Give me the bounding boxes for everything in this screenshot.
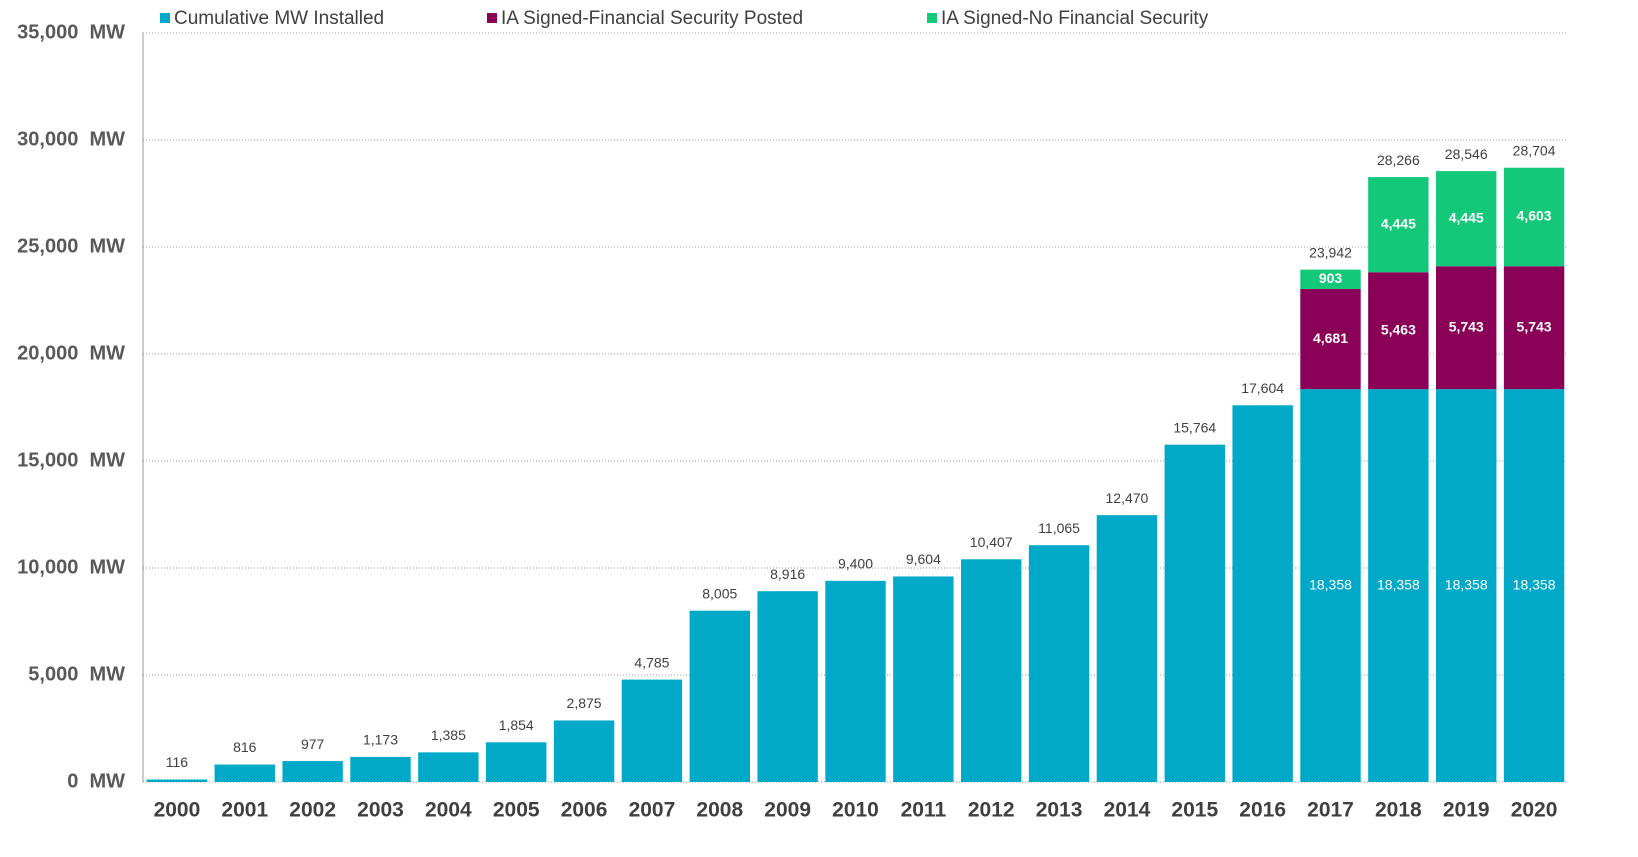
- value-label: 11,065: [1038, 520, 1080, 536]
- y-tick-label: 25,000 MW: [17, 235, 125, 257]
- x-tick-label: 2003: [357, 799, 404, 822]
- x-tick-label: 2018: [1375, 799, 1422, 822]
- total-label: 28,266: [1377, 152, 1420, 168]
- value-label: 116: [166, 754, 189, 770]
- value-label: 903: [1319, 270, 1343, 286]
- bar-segment: [1503, 167, 1565, 267]
- value-label: 1,173: [363, 732, 398, 748]
- bar-segment: [1503, 266, 1565, 390]
- bar-segment: [689, 610, 750, 782]
- value-label: 18,358: [1309, 576, 1352, 592]
- bar-segment: [1368, 177, 1429, 273]
- bar-segment: [1096, 515, 1158, 782]
- x-tick-label: 2016: [1239, 799, 1286, 822]
- legend-swatch: [487, 13, 497, 23]
- bar-segment: [961, 559, 1022, 782]
- value-label: 4,603: [1517, 208, 1552, 224]
- bar-segment: [1300, 288, 1361, 390]
- x-tick-label: 2009: [764, 799, 811, 822]
- y-tick-label: 5,000 MW: [28, 663, 125, 685]
- x-tick-label: 2007: [629, 799, 676, 822]
- legend-label: IA Signed-Financial Security Posted: [501, 8, 803, 29]
- x-tick-label: 2000: [154, 799, 201, 822]
- value-label: 1,385: [431, 727, 466, 743]
- bar-segment: [282, 761, 343, 782]
- legend-label: Cumulative MW Installed: [174, 8, 384, 29]
- x-tick-label: 2006: [561, 799, 608, 822]
- value-label: 4,785: [634, 654, 669, 670]
- bar-segment: [825, 580, 886, 782]
- x-tick-label: 2019: [1443, 799, 1490, 822]
- x-tick-label: 2011: [901, 799, 947, 822]
- bar-segment: [1164, 444, 1225, 782]
- bar-segment: [1368, 389, 1429, 782]
- legend-swatch: [160, 13, 170, 23]
- y-tick-label: 20,000 MW: [17, 342, 125, 364]
- x-tick-label: 2010: [832, 799, 879, 822]
- value-label: 5,463: [1381, 321, 1416, 337]
- x-tick-label: 2002: [289, 799, 336, 822]
- x-tick-label: 2014: [1104, 799, 1151, 822]
- bar-segment: [1503, 389, 1565, 782]
- value-label: 5,743: [1449, 318, 1484, 334]
- value-label: 12,470: [1106, 490, 1149, 506]
- y-tick-label: 10,000 MW: [17, 556, 125, 578]
- total-label: 23,942: [1309, 244, 1352, 260]
- value-label: 17,604: [1241, 380, 1284, 396]
- bar-segment: [893, 576, 954, 782]
- value-label: 977: [301, 736, 325, 752]
- x-tick-label: 2015: [1171, 799, 1218, 822]
- x-tick-label: 2012: [968, 799, 1015, 822]
- value-label: 5,743: [1517, 318, 1552, 334]
- value-label: 8,916: [770, 566, 805, 582]
- y-tick-label: 35,000 MW: [17, 21, 125, 43]
- value-label: 9,604: [906, 551, 941, 567]
- x-tick-label: 2001: [221, 799, 268, 822]
- value-label: 18,358: [1377, 576, 1420, 592]
- bar-segment: [350, 756, 411, 782]
- bar-segment: [418, 752, 479, 782]
- bar-segment: [1368, 272, 1429, 390]
- y-tick-label: 30,000 MW: [17, 128, 125, 150]
- value-label: 1,854: [499, 717, 534, 733]
- y-tick-label: 15,000 MW: [17, 449, 125, 471]
- value-label: 18,358: [1513, 576, 1556, 592]
- total-label: 28,546: [1445, 146, 1488, 162]
- value-label: 8,005: [702, 585, 737, 601]
- bar-segment: [621, 679, 683, 782]
- y-tick-label: 0 MW: [67, 770, 125, 792]
- bar-segment: [486, 742, 547, 782]
- x-tick-label: 2008: [696, 799, 743, 822]
- value-label: 4,445: [1381, 215, 1416, 231]
- bar-segment: [553, 720, 615, 782]
- value-label: 4,681: [1313, 330, 1348, 346]
- value-label: 816: [233, 739, 257, 755]
- x-tick-label: 2013: [1036, 799, 1083, 822]
- bar-segment: [757, 591, 818, 782]
- bar-segment: [1436, 266, 1497, 390]
- bar-segment: [1436, 389, 1497, 782]
- x-tick-label: 2020: [1511, 799, 1558, 822]
- bar-segment: [1028, 545, 1090, 782]
- x-tick-label: 2004: [425, 799, 472, 822]
- bar-segment: [146, 779, 208, 782]
- x-tick-label: 2017: [1307, 799, 1354, 822]
- value-label: 2,875: [567, 695, 602, 711]
- bar-segment: [214, 764, 275, 782]
- bar-segment: [1232, 405, 1293, 782]
- value-label: 18,358: [1445, 576, 1488, 592]
- x-tick-label: 2005: [493, 799, 540, 822]
- bar-segment: [1300, 389, 1361, 782]
- value-label: 4,445: [1449, 209, 1484, 225]
- value-label: 10,407: [970, 534, 1013, 550]
- bar-segment: [1300, 269, 1361, 289]
- legend-swatch: [927, 13, 937, 23]
- total-label: 28,704: [1513, 142, 1556, 158]
- value-label: 15,764: [1173, 419, 1216, 435]
- value-label: 9,400: [838, 556, 873, 572]
- bar-segment: [1436, 171, 1497, 267]
- legend-label: IA Signed-No Financial Security: [941, 8, 1209, 29]
